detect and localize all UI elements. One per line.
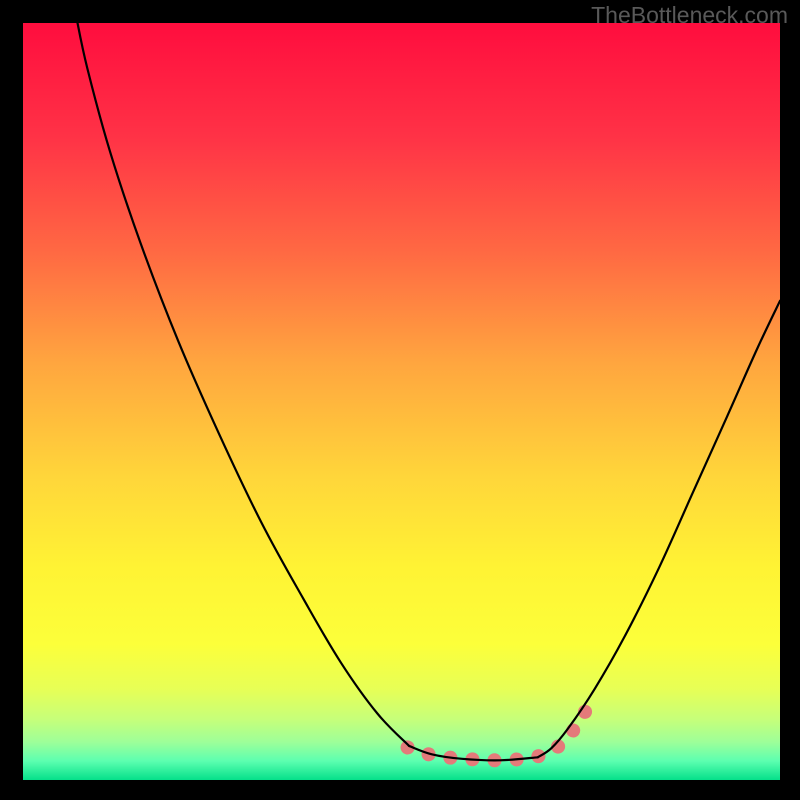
gradient-background — [23, 23, 780, 780]
watermark-text: TheBottleneck.com — [591, 2, 788, 29]
chart-root: TheBottleneck.com — [0, 0, 800, 800]
plot-svg — [23, 23, 780, 780]
plot-area — [23, 23, 780, 780]
